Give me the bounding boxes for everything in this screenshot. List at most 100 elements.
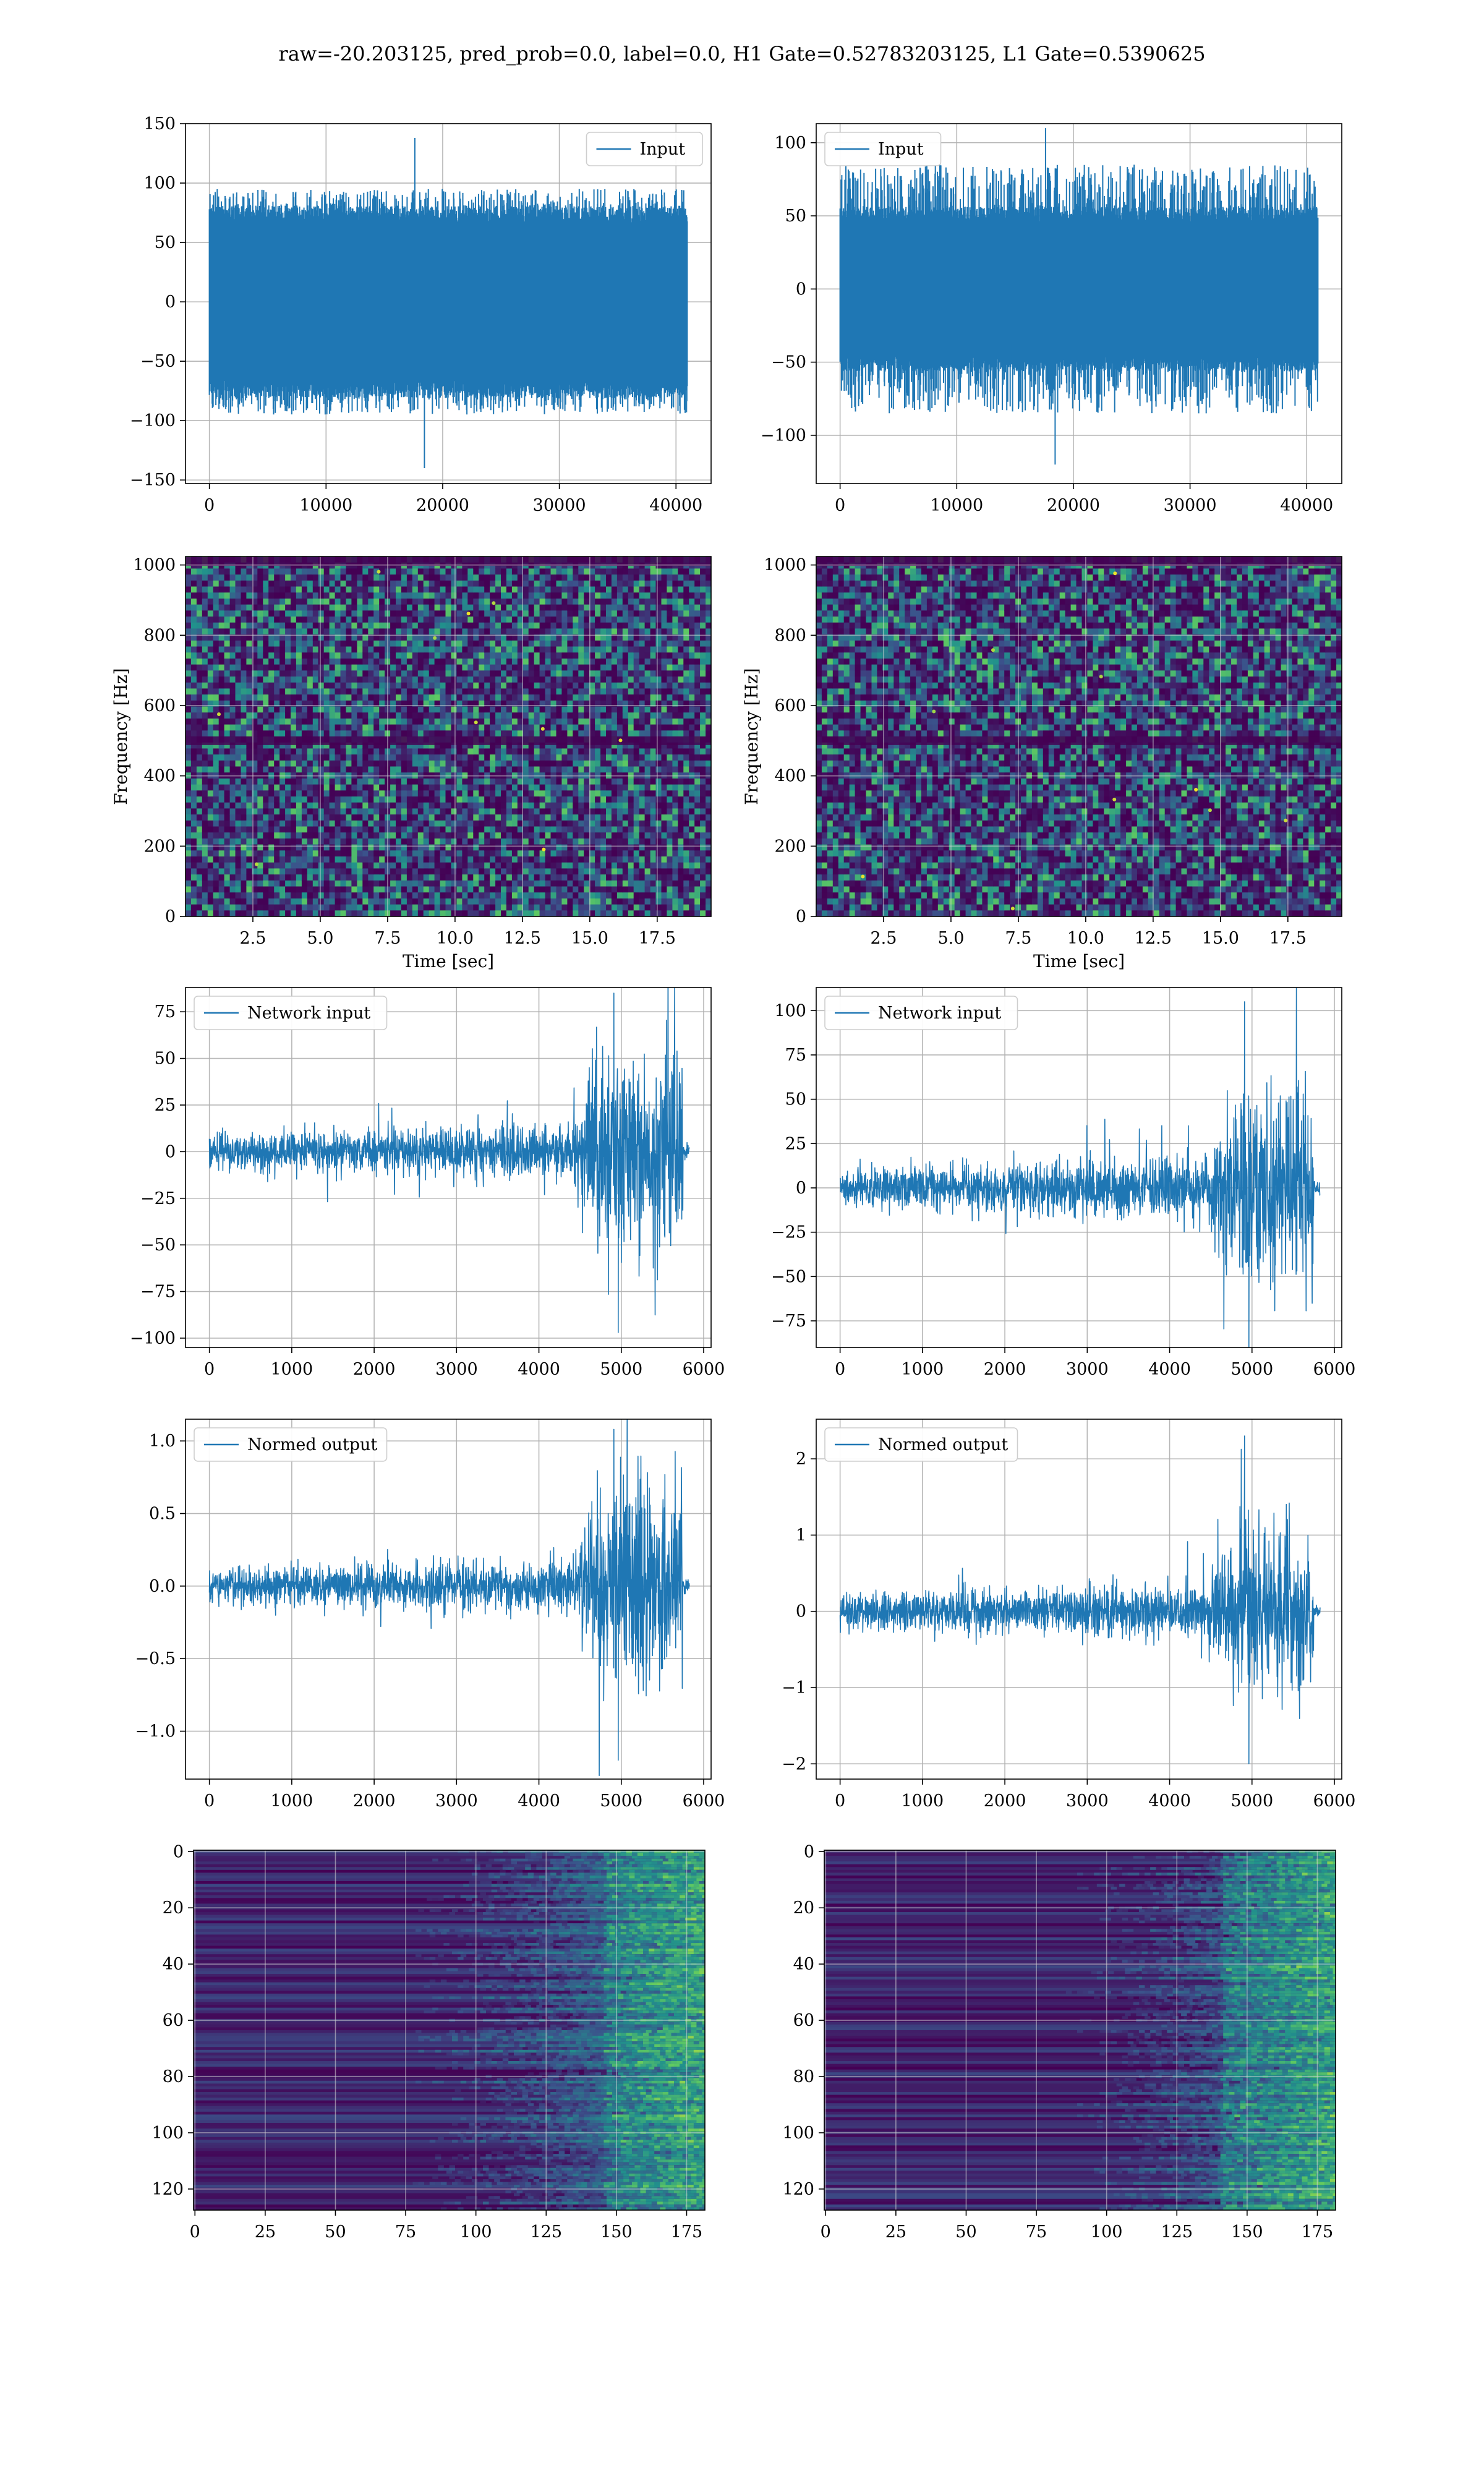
y-tick-label: 0.5 bbox=[149, 1505, 176, 1524]
x-tick-label: 6000 bbox=[683, 1360, 725, 1379]
y-tick-label: 50 bbox=[155, 1049, 176, 1069]
y-tick-label: 100 bbox=[774, 134, 806, 153]
x-tick-label: 30000 bbox=[533, 496, 586, 515]
y-tick-label: 800 bbox=[774, 626, 806, 645]
x-tick-label: 0 bbox=[835, 496, 845, 515]
x-tick-label: 150 bbox=[1231, 2222, 1263, 2242]
x-tick-label: 25 bbox=[255, 2222, 276, 2242]
y-tick-label: −0.5 bbox=[135, 1649, 176, 1668]
x-tick-label: 1000 bbox=[902, 1791, 944, 1811]
y-tick-label: 1000 bbox=[133, 556, 176, 575]
legend-label: Network input bbox=[878, 1004, 1001, 1023]
y-tick-label: −50 bbox=[771, 353, 806, 372]
y-tick-label: −75 bbox=[140, 1283, 176, 1302]
x-tick-label: 1000 bbox=[271, 1791, 313, 1811]
x-tick-label: 0 bbox=[204, 1791, 215, 1811]
x-tick-label: 10000 bbox=[930, 496, 983, 515]
y-tick-label: −1 bbox=[782, 1678, 806, 1697]
y-axis-label: Frequency [Hz] bbox=[741, 668, 762, 805]
x-tick-label: 75 bbox=[1026, 2222, 1047, 2242]
legend: Network input bbox=[194, 996, 387, 1030]
y-tick-label: 600 bbox=[143, 696, 176, 715]
y-axis-label: Frequency [Hz] bbox=[111, 668, 131, 805]
y-tick-label: 0 bbox=[165, 907, 176, 926]
y-tick-label: 0 bbox=[796, 1179, 806, 1198]
y-tick-label: 100 bbox=[143, 174, 176, 193]
y-tick-label: 100 bbox=[151, 2124, 184, 2143]
legend-label: Normed output bbox=[247, 1435, 377, 1454]
y-tick-label: 0 bbox=[165, 292, 176, 312]
y-tick-label: −25 bbox=[140, 1189, 176, 1208]
x-tick-label: 50 bbox=[955, 2222, 976, 2242]
y-tick-label: 50 bbox=[785, 207, 806, 226]
x-tick-label: 5000 bbox=[1230, 1791, 1273, 1811]
y-tick-label: −100 bbox=[130, 411, 176, 430]
y-tick-label: 150 bbox=[143, 114, 176, 134]
x-tick-label: 3000 bbox=[1066, 1360, 1109, 1379]
x-tick-label: 6000 bbox=[1313, 1791, 1356, 1811]
x-tick-label: 15.0 bbox=[571, 929, 608, 948]
legend-label: Input bbox=[640, 140, 686, 159]
x-tick-label: 17.5 bbox=[639, 929, 676, 948]
x-tick-label: 2000 bbox=[353, 1360, 396, 1379]
y-tick-label: 0 bbox=[165, 1142, 176, 1161]
x-tick-label: 20000 bbox=[1047, 496, 1100, 515]
y-tick-label: 75 bbox=[155, 1002, 176, 1022]
x-tick-label: 4000 bbox=[518, 1791, 560, 1811]
y-tick-label: 1 bbox=[796, 1526, 806, 1545]
x-axis-label: Time [sec] bbox=[1033, 951, 1125, 971]
y-tick-label: 0 bbox=[796, 1602, 806, 1621]
x-tick-label: 100 bbox=[460, 2222, 492, 2242]
y-tick-label: −50 bbox=[140, 1236, 176, 1255]
x-tick-label: 30000 bbox=[1164, 496, 1217, 515]
y-tick-label: 2 bbox=[796, 1449, 806, 1469]
x-tick-label: 17.5 bbox=[1269, 929, 1307, 948]
legend-label: Normed output bbox=[878, 1435, 1008, 1454]
x-tick-label: 12.5 bbox=[1135, 929, 1172, 948]
y-tick-label: 80 bbox=[793, 2067, 814, 2086]
x-tick-label: 175 bbox=[671, 2222, 703, 2242]
x-tick-label: 5000 bbox=[600, 1360, 642, 1379]
feature-map-l1-heatmap bbox=[824, 1850, 1339, 2210]
y-tick-label: 40 bbox=[793, 1955, 814, 1974]
x-tick-label: 2.5 bbox=[870, 929, 897, 948]
y-tick-label: −1.0 bbox=[135, 1722, 176, 1741]
y-tick-label: 1.0 bbox=[149, 1432, 176, 1451]
x-tick-label: 2000 bbox=[353, 1791, 396, 1811]
x-tick-label: 2.5 bbox=[239, 929, 266, 948]
y-tick-label: 200 bbox=[774, 837, 806, 856]
y-tick-label: 20 bbox=[163, 1898, 184, 1918]
y-tick-label: 25 bbox=[785, 1134, 806, 1153]
y-tick-label: 75 bbox=[785, 1046, 806, 1065]
x-tick-label: 10000 bbox=[299, 496, 352, 515]
y-tick-label: 100 bbox=[774, 1001, 806, 1020]
y-tick-label: 0.0 bbox=[149, 1577, 176, 1596]
x-tick-label: 25 bbox=[885, 2222, 906, 2242]
x-tick-label: 7.5 bbox=[374, 929, 401, 948]
y-tick-label: −25 bbox=[771, 1223, 806, 1242]
x-tick-label: 0 bbox=[204, 496, 215, 515]
x-tick-label: 3000 bbox=[1066, 1791, 1109, 1811]
x-tick-label: 0 bbox=[821, 2222, 831, 2242]
y-tick-label: 0 bbox=[796, 907, 806, 926]
x-tick-label: 150 bbox=[600, 2222, 633, 2242]
x-tick-label: 15.0 bbox=[1202, 929, 1239, 948]
x-tick-label: 20000 bbox=[416, 496, 469, 515]
y-tick-label: 50 bbox=[785, 1090, 806, 1109]
feature-map-h1-heatmap bbox=[194, 1850, 708, 2210]
x-tick-label: 50 bbox=[325, 2222, 346, 2242]
x-tick-label: 125 bbox=[1161, 2222, 1193, 2242]
x-tick-label: 0 bbox=[204, 1360, 215, 1379]
y-tick-label: 60 bbox=[163, 2011, 184, 2030]
legend: Input bbox=[825, 132, 941, 166]
spectrogram-h1-heatmap bbox=[186, 557, 712, 917]
